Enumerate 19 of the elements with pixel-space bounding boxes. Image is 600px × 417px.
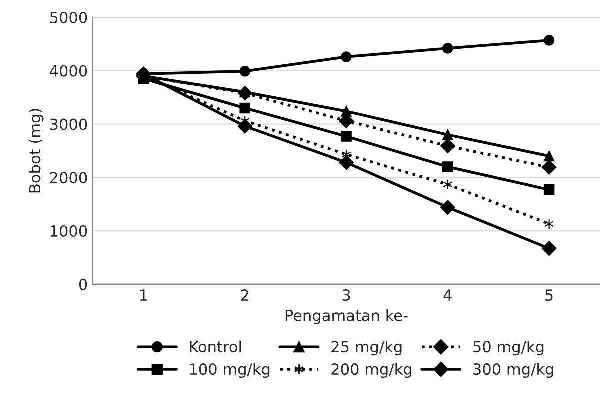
legend-label: 200 mg/kg: [332, 363, 412, 378]
y-axis-title: Bobot (mg): [28, 109, 44, 193]
legend-label: 100 mg/kg: [190, 363, 270, 378]
y-tick-label: 3000: [50, 118, 88, 130]
x-tick-label: 2: [241, 290, 248, 301]
legend-label: 300 mg/kg: [474, 363, 554, 378]
y-tick-label: 0: [79, 278, 88, 290]
y-tick-label: 4000: [50, 65, 88, 77]
y-tick-label: 1000: [50, 225, 88, 238]
x-tick-label: 1: [140, 290, 148, 301]
y-tick-label: 2000: [50, 172, 88, 184]
x-axis-title: Pengamatan ke-: [286, 310, 408, 324]
y-tick-label: 5000: [50, 12, 88, 24]
legend-label: Kontrol: [190, 340, 242, 353]
x-tick-label: 3: [342, 290, 350, 302]
x-tick-label: 4: [444, 290, 452, 301]
legend-label: 50 mg/kg: [474, 340, 544, 356]
legend-label: 25 mg/kg: [332, 340, 402, 356]
x-tick-label: 5: [546, 290, 553, 302]
